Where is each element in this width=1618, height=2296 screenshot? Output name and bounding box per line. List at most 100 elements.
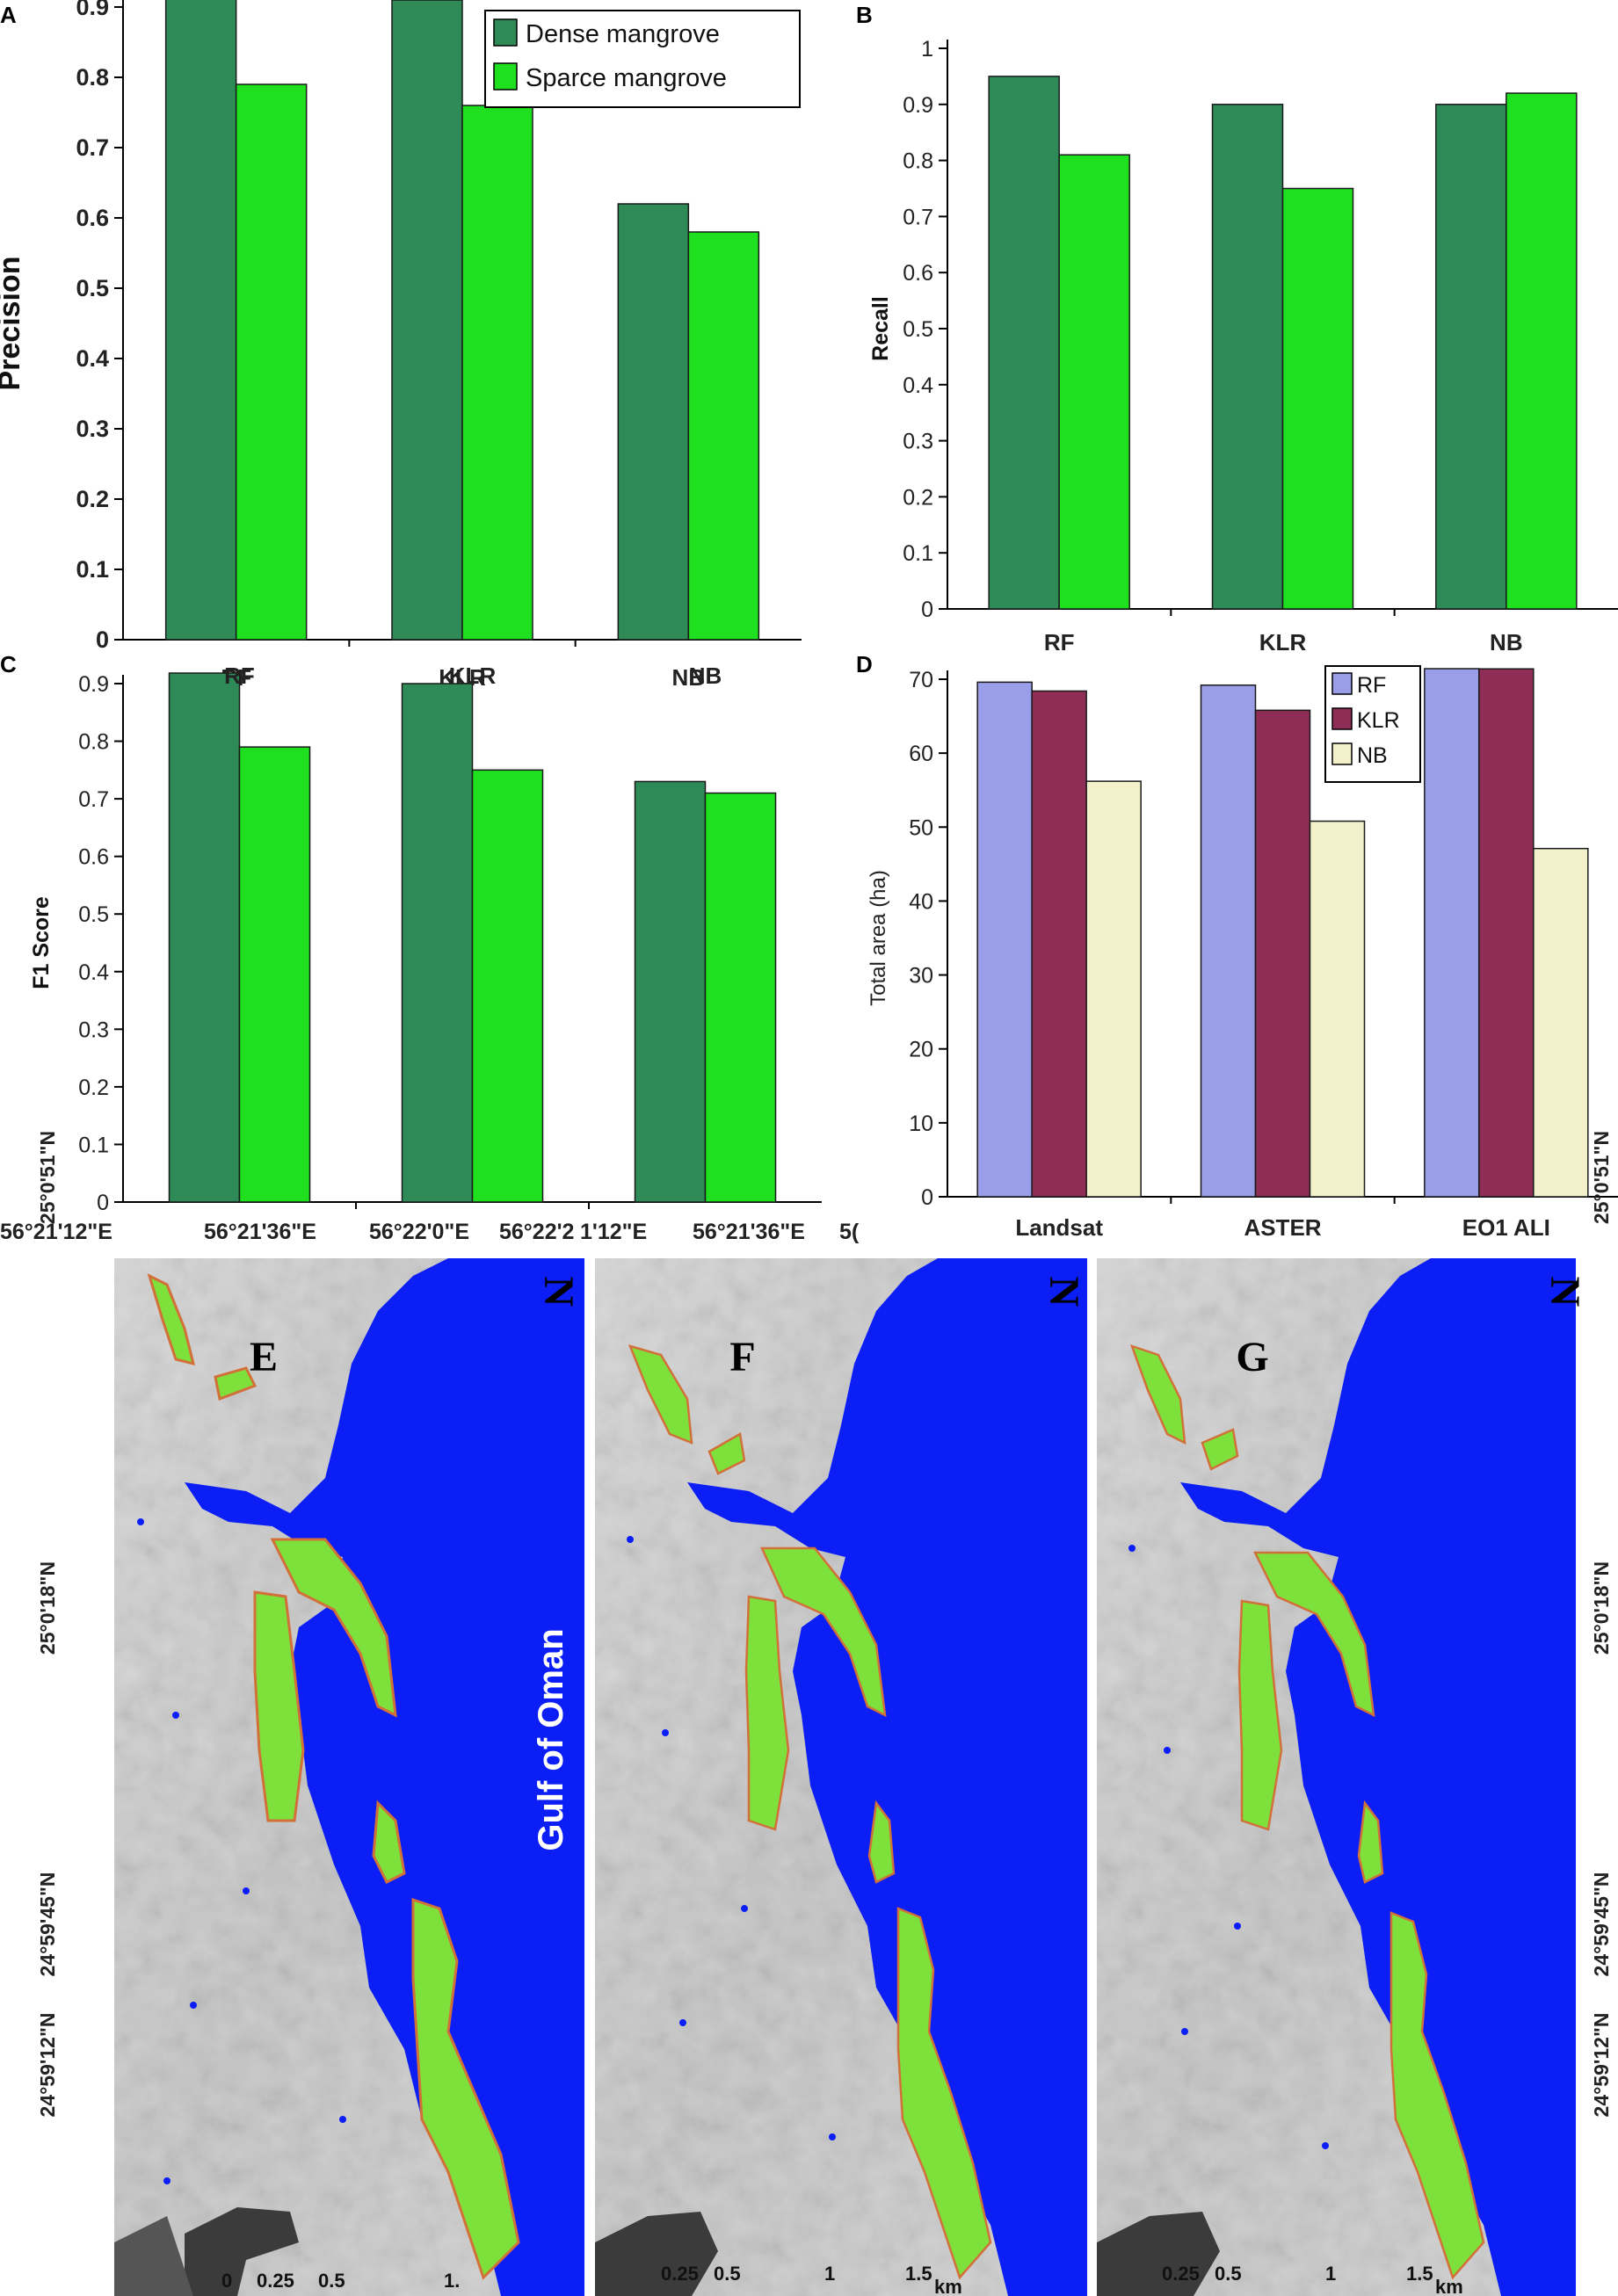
map-g-scale-3: 1.5 [1406,2263,1433,2285]
map-f-scale-2: 1 [824,2263,835,2285]
y-axis-label: Total area (ha) [867,870,890,1006]
left-coordinates: 25°0'51"N 25°0'18"N 24°59'45"N 24°59'12"… [36,1131,59,2118]
map-f-label: F [729,1334,755,1380]
legend-entry: Sparce mangrove [526,64,727,92]
legend-swatch [1331,672,1353,695]
bar-nb-s0 [617,203,690,641]
x-category-label: ASTER [1244,1214,1321,1241]
y-axis-label: Recall [868,296,893,361]
y-tick-label: 0 [921,1185,933,1210]
bar-nb-s0 [1435,104,1507,610]
y-tick-label: 0.9 [76,0,109,20]
y-tick-label: 0.2 [78,1076,109,1100]
y-tick-label: 70 [909,668,933,692]
y-tick-label: 0.1 [76,556,109,583]
y-tick-label: 60 [909,742,933,766]
bar-klr-s1 [1281,187,1354,610]
y-tick-label: 10 [909,1112,933,1136]
y-tick-label: 0.3 [78,1018,109,1042]
map-e: E 0 0.25 0.5 1. Gulf of Oman N [114,1258,584,2296]
map-f-scale-0: 0.25 [661,2263,699,2285]
y-tick-label: 0.4 [76,345,109,372]
total-area-chart: D 0 10 20 30 40 50 60 70 Total area (ha) Landsat AS… [856,651,1618,1241]
map-separator-1 [584,1258,595,2296]
bar-nb-s1 [704,792,777,1203]
coord-top-5: 1'12"E [580,1220,647,1244]
coord-top-1: 56°21'12"E [0,1220,112,1244]
map-g-scale-unit: km [1435,2276,1463,2296]
map-g-scale-0: 0.25 [1162,2263,1200,2285]
y-tick-label: 0.2 [903,485,933,510]
legend: RF KLR NB [1324,665,1421,783]
y-tick-label: 40 [909,889,933,914]
coord-right-4: 24°59'12"N [1590,2013,1613,2118]
map-e-scale-1: 0.25 [257,2270,294,2292]
bar-aster-s2 [1309,820,1366,1198]
legend-box [484,10,801,108]
top-coordinates: 56°21'12"E 56°21'36"E 56°22'0"E 56°22'2 … [0,1220,860,1244]
panel-letter-b: B [856,2,873,28]
map-f-north-icon: N [1041,1277,1087,1307]
bar-rf-s0 [164,0,237,641]
y-tick-label: 0.8 [78,730,109,755]
legend-swatch [1331,707,1353,730]
coord-top-4: 56°22'2 [499,1220,574,1244]
bar-eo1-ali-s1 [1478,668,1535,1198]
legend-entry: RF [1357,673,1386,698]
coord-right-3: 24°59'45"N [1590,1872,1613,1977]
map-f: F 0.25 0.5 1 1.5 km N [595,1258,1087,2296]
x-category-label: RF [1044,629,1075,655]
bar-klr-s0 [1211,104,1284,610]
coord-left-3: 24°59'45"N [36,1872,59,1977]
map-g-north-icon: N [1542,1277,1588,1307]
right-coordinates: 25°0'51"N 25°0'18"N 24°59'45"N 24°59'12"… [1590,1131,1613,2118]
y-tick-label: 50 [909,815,933,840]
bar-nb-s0 [634,780,707,1203]
bar-klr-s1 [461,105,533,641]
y-tick-label: 0.2 [76,486,109,512]
y-tick-label: 0.1 [78,1133,109,1157]
x-category-label: RF [224,663,255,689]
bar-rf-s1 [1058,154,1130,610]
f1-score-chart: C 0 0.1 0.2 0.3 0.4 0.5 0.6 0.7 0.8 0.9 F1 Score RF K… [0,651,822,1215]
y-axis-label: F1 Score [29,896,54,989]
coord-top-2: 56°21'36"E [204,1220,316,1244]
bar-landsat-s1 [1031,690,1087,1198]
y-tick-label: 0.7 [76,134,109,161]
map-e-scale-0: 0 [221,2270,232,2292]
y-axis-label: Precision [0,256,26,390]
legend-entry: KLR [1357,708,1400,733]
y-tick-label: 0 [97,1191,109,1215]
legend-swatch [493,18,518,47]
legend-entry: NB [1357,743,1388,768]
bar-aster-s0 [1200,684,1257,1198]
bar-rf-s0 [988,76,1060,610]
panel-letter-d: D [856,651,873,677]
y-tick-label: 0.4 [78,960,109,985]
legend-swatch [1331,742,1353,765]
y-tick-label: 0.7 [78,787,109,812]
bar-klr-s1 [471,769,544,1203]
y-tick-label: 0.6 [903,261,933,286]
y-tick-label: 0.9 [78,672,109,697]
bar-aster-s1 [1254,709,1311,1198]
x-category-label: Landsat [1015,1214,1103,1241]
legend-swatch [493,62,518,91]
coord-left-4: 24°59'12"N [36,2013,59,2118]
coord-top-6: 56°21'36"E [693,1220,805,1244]
coord-left-2: 25°0'18"N [36,1561,59,1655]
map-e-scale-3: 1. [444,2270,460,2292]
y-tick-label: 0.4 [903,373,933,398]
map-g-scale-2: 1 [1325,2263,1336,2285]
bar-rf-s1 [235,83,308,641]
bar-eo1-ali-s2 [1533,847,1589,1198]
y-tick-label: 0.5 [78,902,109,927]
coord-top-3: 56°22'0"E [369,1220,469,1244]
x-category-label: KLR [1259,629,1307,655]
coord-right-1: 25°0'51"N [1590,1131,1613,1224]
map-f-scale-unit: km [934,2276,962,2296]
y-tick-label: 0.8 [903,149,933,174]
map-f-scale-1: 0.5 [714,2263,741,2285]
bar-klr-s0 [391,0,463,641]
y-tick-label: 0.5 [903,317,933,342]
